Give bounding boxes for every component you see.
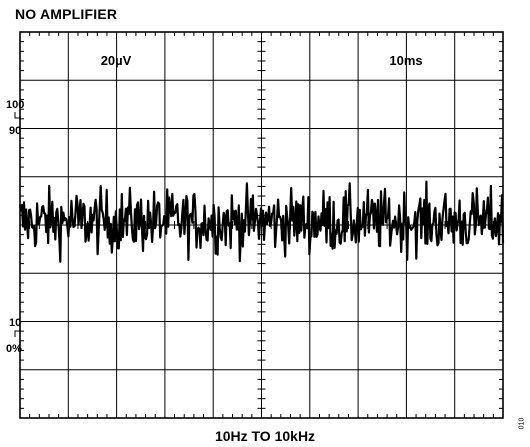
marker-0-percent: 0% (6, 343, 22, 355)
horizontal-scale-label: 10ms (389, 53, 422, 68)
marker-bracket-top (14, 112, 21, 119)
scope-labels: 20µV 10ms 100 90 10 0% (6, 53, 423, 355)
chart-title: NO AMPLIFIER (15, 6, 118, 22)
noise-trace (18, 180, 505, 263)
marker-bracket-bottom (14, 330, 21, 337)
marker-10: 10 (9, 317, 21, 329)
figure-code: 010 (518, 417, 526, 430)
marker-90: 90 (9, 125, 21, 137)
marker-100: 100 (6, 99, 24, 111)
vertical-scale-label: 20µV (101, 53, 132, 68)
bandwidth-label: 10Hz TO 10kHz (214, 428, 316, 444)
